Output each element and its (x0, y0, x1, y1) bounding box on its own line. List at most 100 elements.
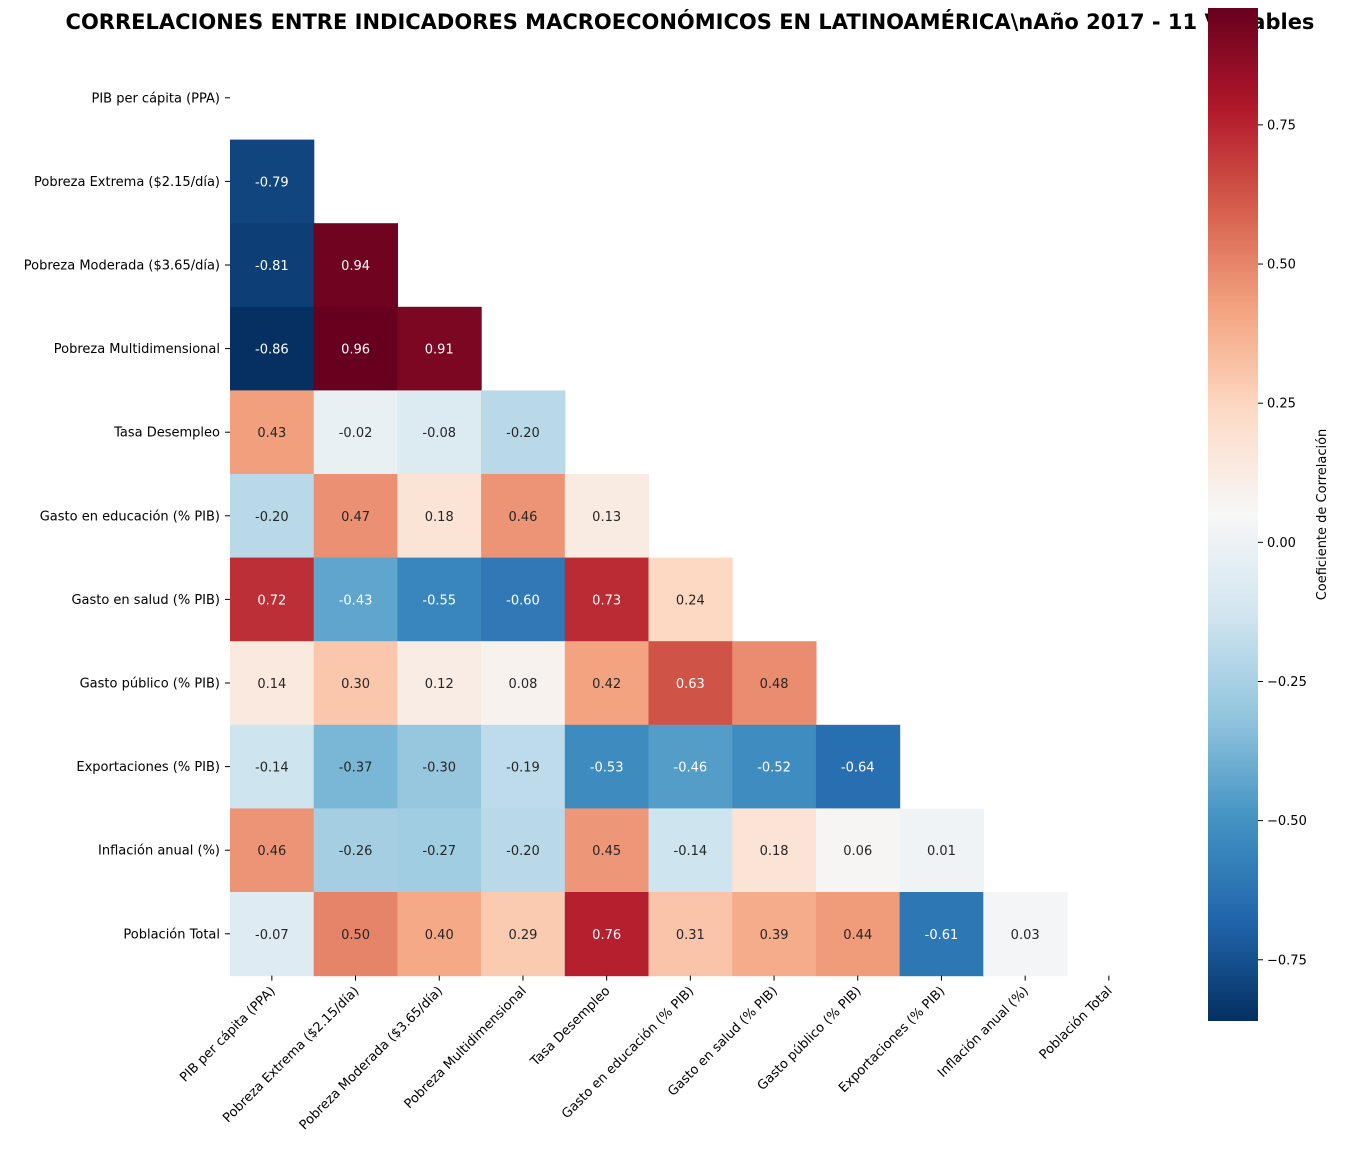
heatmap-cell (648, 557, 733, 642)
cell-value-label: 0.01 (927, 844, 956, 859)
heatmap-cell (397, 474, 482, 559)
cell-value-label: -0.08 (422, 426, 456, 441)
cell-value-label: -0.27 (422, 844, 456, 859)
cell-value-label: 0.03 (1011, 928, 1040, 943)
x-tick-label: Gasto en educación (% PIB) (559, 984, 697, 1122)
heatmap-cell (230, 808, 315, 893)
cell-value-label: -0.86 (255, 343, 289, 358)
heatmap-cell (397, 808, 482, 893)
heatmap-cell (313, 641, 398, 726)
cell-value-label: -0.07 (255, 928, 289, 943)
cell-value-label: -0.20 (255, 510, 289, 525)
colorbar (1208, 8, 1258, 1021)
heatmap-cell (313, 474, 398, 559)
cell-value-label: -0.55 (422, 593, 456, 608)
cell-value-label: -0.43 (339, 593, 373, 608)
heatmap-cell (815, 724, 901, 809)
heatmap-cell (313, 808, 398, 893)
cell-value-label: 0.13 (592, 510, 621, 525)
y-tick-label: Gasto en salud (% PIB) (71, 593, 220, 608)
x-tick-label: Pobreza Extrema ($2.15/día) (220, 984, 362, 1126)
cell-value-label: 0.46 (508, 510, 537, 525)
cell-value-label: 0.30 (341, 677, 370, 692)
cell-value-label: 0.24 (676, 593, 705, 608)
heatmap-cell (648, 724, 733, 809)
heatmap-cell (564, 808, 650, 893)
y-tick-label: Inflación anual (%) (98, 844, 220, 859)
cell-value-label: 0.43 (257, 426, 286, 441)
cell-value-label: 0.73 (592, 593, 621, 608)
heatmap-cell (732, 892, 817, 977)
cell-value-label: -0.02 (339, 426, 373, 441)
cell-value-label: -0.61 (925, 928, 959, 943)
heatmap-cell (481, 557, 566, 642)
cell-value-label: 0.14 (257, 677, 286, 692)
heatmap-cell (648, 641, 733, 726)
heatmap-cell (481, 808, 566, 893)
cell-value-label: -0.60 (506, 593, 540, 608)
colorbar-ticks: 0.75 0.50 0.25 0.00 −0.25 −0.50 −0.75 (1258, 118, 1307, 968)
cell-value-label: 0.39 (760, 928, 789, 943)
y-tick-label: Exportaciones (% PIB) (76, 760, 220, 775)
cell-value-label: 0.45 (592, 844, 621, 859)
colorbar-tick-label: 0.00 (1267, 536, 1296, 551)
x-tick-label: Pobreza Moderada ($3.65/día) (297, 984, 446, 1133)
heatmap-cell (397, 306, 482, 391)
heatmap-cell (230, 390, 315, 475)
cell-value-label: 0.94 (341, 259, 370, 274)
heatmap-cell (481, 641, 566, 726)
colorbar-tick-label: 0.75 (1267, 118, 1296, 133)
heatmap-cell (230, 557, 315, 642)
x-axis-ticks: PIB per cápita (PPA)Pobreza Extrema ($2.… (177, 975, 1116, 1133)
colorbar-tick-label: 0.50 (1267, 258, 1296, 273)
heatmap-cell (481, 724, 566, 809)
colorbar-tick-label: −0.50 (1267, 814, 1307, 829)
chart-title: CORRELACIONES ENTRE INDICADORES MACROECO… (66, 9, 1315, 34)
y-tick-label: Pobreza Extrema ($2.15/día) (34, 175, 220, 190)
heatmap-cell (983, 892, 1068, 977)
cell-value-label: 0.76 (592, 928, 621, 943)
cell-value-label: 0.29 (508, 928, 537, 943)
y-tick-label: Pobreza Moderada ($3.65/día) (24, 259, 220, 274)
heatmap-cell (564, 641, 650, 726)
heatmap-cell (230, 223, 315, 308)
heatmap-cell (899, 892, 984, 977)
colorbar-label: Coeficiente de Correlación (1315, 429, 1330, 601)
colorbar-tick-label: −0.25 (1267, 675, 1307, 690)
cell-value-label: -0.20 (506, 426, 540, 441)
heatmap-cell (230, 892, 315, 977)
cell-value-label: 0.72 (257, 593, 286, 608)
heatmap-cell (230, 139, 315, 224)
cell-value-label: 0.08 (508, 677, 537, 692)
cell-value-label: 0.18 (760, 844, 789, 859)
heatmap-cell (564, 557, 650, 642)
cell-value-label: 0.63 (676, 677, 705, 692)
heatmap-cell (230, 724, 315, 809)
cell-value-label: 0.42 (592, 677, 621, 692)
y-tick-label: Gasto en educación (% PIB) (40, 509, 220, 524)
cell-value-label: 0.47 (341, 510, 370, 525)
y-axis-ticks: PIB per cápita (PPA) Pobreza Extrema ($2.… (24, 91, 230, 942)
heatmap-cell (397, 390, 482, 475)
heatmap-cell (230, 306, 315, 391)
cell-value-label: 0.96 (341, 343, 370, 358)
heatmap-cell (230, 641, 315, 726)
cell-value-label: 0.91 (425, 343, 454, 358)
colorbar-tick-label: 0.25 (1267, 397, 1296, 412)
cell-value-label: -0.26 (339, 844, 373, 859)
cell-value-label: -0.81 (255, 259, 289, 274)
x-tick-label: Tasa Desempleo (527, 984, 613, 1070)
cell-value-label: 0.50 (341, 928, 370, 943)
cell-value-label: 0.44 (843, 928, 872, 943)
cell-value-label: -0.30 (422, 761, 456, 776)
cell-value-label: 0.40 (425, 928, 454, 943)
heatmap-cell (815, 892, 901, 977)
cell-value-label: 0.46 (257, 844, 286, 859)
x-tick-label: Población Total (1037, 984, 1116, 1063)
y-tick-label: Tasa Desempleo (113, 426, 220, 441)
heatmap-cell (648, 892, 733, 977)
heatmap-cell (313, 724, 398, 809)
heatmap-cell (815, 808, 901, 893)
heatmap-cell (313, 892, 398, 977)
